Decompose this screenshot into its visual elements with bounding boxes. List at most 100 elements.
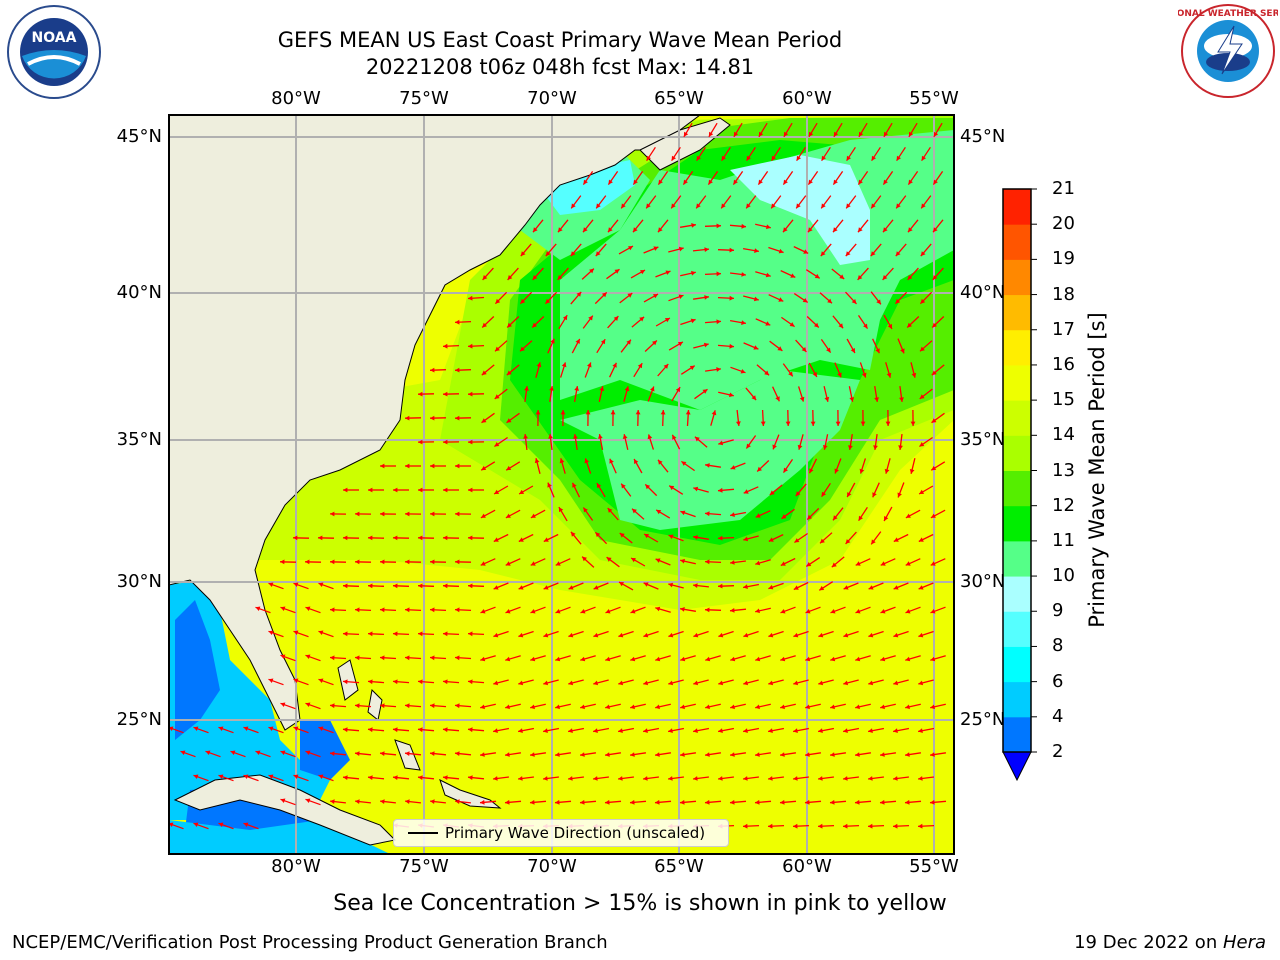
wave-arrow (429, 511, 447, 517)
wave-arrow (743, 486, 759, 494)
wave-arrow (505, 558, 521, 566)
wave-arrow (781, 508, 795, 520)
wave-arrow (617, 727, 635, 733)
wave-arrow (705, 367, 721, 372)
wave-arrow (780, 703, 796, 710)
wave-arrow (736, 409, 741, 427)
map-field (169, 115, 954, 854)
wave-arrow (655, 655, 671, 662)
wave-arrow (730, 560, 746, 565)
wave-arrow (493, 630, 509, 638)
colorbar-bin (1003, 540, 1031, 577)
wave-arrow (769, 484, 783, 496)
wave-arrow (845, 195, 857, 209)
wave-arrow (505, 752, 521, 757)
wave-arrow (718, 679, 734, 686)
wave-arrow (642, 727, 660, 733)
wave-arrow (820, 243, 832, 257)
wave-arrow (555, 606, 571, 614)
wave-arrow (668, 246, 684, 253)
wave-arrow (907, 219, 919, 233)
colorbar-tick-label: 17 (1052, 318, 1075, 340)
wave-arrow (230, 750, 246, 758)
wave-arrow (518, 485, 534, 495)
wave-arrow (305, 750, 321, 758)
wave-arrow (584, 458, 592, 474)
wave-arrow (717, 535, 735, 541)
wave-arrow (568, 582, 584, 590)
footer-credit: NCEP/EMC/Verification Post Processing Pr… (12, 932, 608, 953)
footer-date-text: 19 Dec 2022 on (1074, 932, 1223, 953)
wave-arrow (643, 582, 659, 590)
wave-arrow (905, 606, 921, 614)
wave-arrow (930, 461, 946, 471)
wave-arrow (854, 799, 872, 805)
wave-arrow (867, 823, 885, 829)
colorbar-tick-label: 20 (1052, 213, 1075, 235)
wave-arrow (805, 752, 821, 757)
wave-arrow (618, 581, 634, 591)
wave-arrow (581, 556, 595, 568)
wave-arrow (707, 171, 719, 185)
colorbar-tick-label: 11 (1052, 529, 1075, 551)
lat-label-right: 30°N (960, 571, 1006, 592)
wave-arrow (558, 506, 568, 522)
wave-arrow (772, 386, 780, 402)
wave-arrow (782, 363, 794, 377)
wave-arrow (592, 727, 610, 733)
wave-arrow (523, 434, 528, 450)
wave-arrow (704, 559, 722, 565)
lon-label-top: 70°W (527, 88, 577, 109)
wave-arrow (568, 776, 584, 781)
wave-arrow (467, 343, 485, 349)
wave-arrow (805, 557, 821, 567)
wave-arrow (694, 388, 708, 400)
wave-arrow (910, 362, 917, 378)
wave-arrow (710, 410, 717, 426)
wave-arrow (268, 630, 284, 638)
wave-arrow (820, 195, 832, 209)
wave-arrow (897, 338, 905, 354)
wave-arrow (855, 752, 871, 757)
wave-arrow (682, 171, 694, 185)
wave-arrow (755, 752, 771, 757)
lon-label-top: 60°W (782, 88, 832, 109)
colorbar-bin (1003, 470, 1031, 507)
wave-arrow (329, 607, 347, 613)
wave-arrow (808, 122, 818, 138)
wave-arrow (505, 461, 521, 471)
wave-arrow (354, 655, 372, 661)
wave-arrow (584, 362, 592, 378)
wave-arrow (255, 750, 271, 758)
wave-arrow (644, 483, 658, 497)
wave-arrow (671, 386, 681, 402)
wave-arrow (607, 171, 619, 185)
colorbar-tick-label: 6 (1052, 670, 1064, 692)
wave-arrow (693, 342, 709, 349)
wave-arrow (868, 776, 884, 781)
wave-arrow (858, 506, 868, 522)
wave-arrow (630, 655, 646, 662)
wave-arrow (531, 316, 545, 328)
wave-arrow (846, 482, 856, 498)
wave-arrow (442, 535, 460, 541)
wave-arrow (392, 775, 410, 780)
wave-arrow (493, 533, 509, 543)
wave-arrow (807, 171, 819, 185)
colorbar (1002, 188, 1037, 782)
wave-arrow (870, 531, 882, 545)
wave-arrow (729, 511, 747, 517)
wave-arrow (872, 482, 880, 498)
wave-arrow (872, 338, 880, 354)
wave-arrow (631, 508, 645, 520)
wave-arrow (518, 630, 534, 638)
wave-arrow (704, 319, 722, 325)
colorbar-bin (1003, 259, 1031, 296)
wave-arrow (755, 223, 771, 230)
wave-arrow (605, 703, 621, 710)
wave-arrow (919, 340, 933, 352)
wave-arrow (517, 727, 535, 733)
wave-arrow (623, 386, 630, 402)
wave-arrow (729, 608, 747, 613)
wave-arrow (857, 219, 869, 233)
